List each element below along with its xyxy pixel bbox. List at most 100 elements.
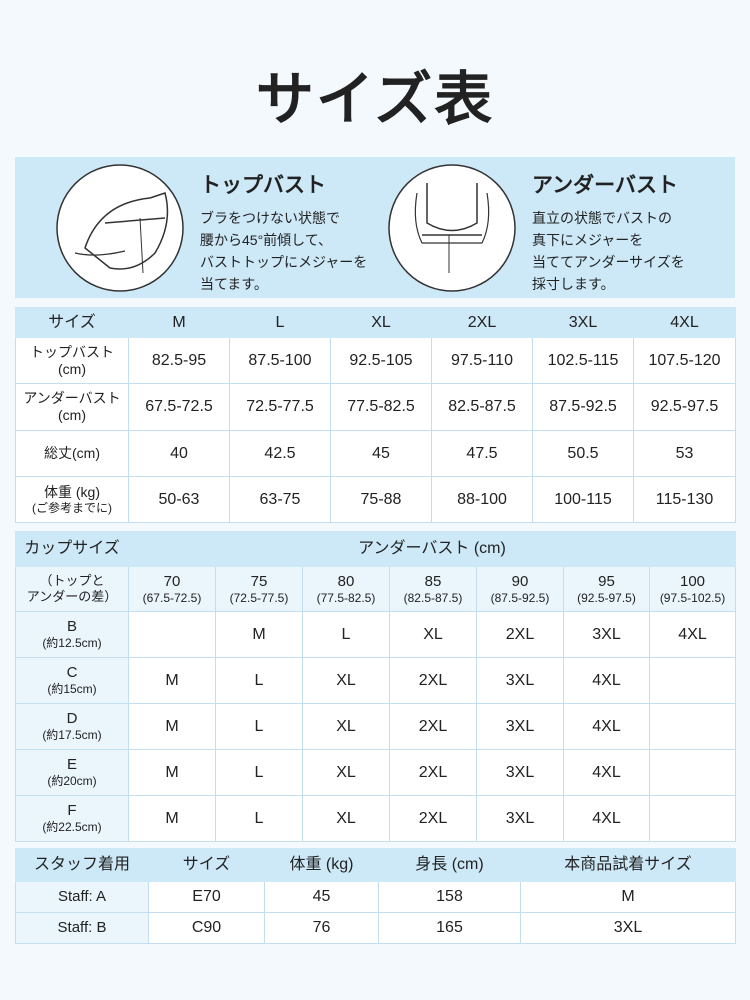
- cell-text: 80: [337, 572, 355, 590]
- cell-text: アンダーバスト: [23, 390, 121, 407]
- table-cell: 4XL: [563, 703, 650, 750]
- table-cell: 3XL: [476, 795, 564, 842]
- table-cell: 3XL: [476, 749, 564, 796]
- table-cell: 90 (87.5-92.5): [476, 566, 564, 612]
- cell-text: (cm): [58, 360, 86, 377]
- cell-text: B: [66, 618, 77, 636]
- table-cell: 3XL: [476, 657, 564, 704]
- table-row: C (約15cm) M L XL 2XL 3XL 4XL: [15, 657, 736, 704]
- table-cell: XL: [302, 795, 390, 842]
- cell-text: 100: [679, 572, 706, 590]
- cell-text: アンダーの差）: [26, 589, 118, 604]
- table-cell: 総丈(cm): [15, 430, 129, 477]
- table-cell: XL: [302, 657, 390, 704]
- measure-panel: トップバスト ブラをつけない状態で 腰から45°前傾して、 バストトップにメジャ…: [15, 157, 735, 298]
- table-cell: 42.5: [229, 430, 331, 477]
- table-cell: M: [520, 881, 736, 913]
- top-bust-illustration: [56, 164, 184, 292]
- table-cell: 4XL: [563, 657, 650, 704]
- table-cell: 63-75: [229, 476, 331, 523]
- measure-heading: アンダーバスト: [532, 174, 678, 197]
- cell-text: 85: [424, 572, 442, 590]
- table-cell: L: [229, 307, 331, 338]
- measure-line: 採寸します。: [532, 276, 615, 292]
- cell-text: (約12.5cm): [42, 636, 102, 651]
- table-row: Staff: B C90 76 165 3XL: [15, 912, 736, 944]
- table-cell: 50-63: [128, 476, 230, 523]
- cell-text: (77.5-82.5): [316, 590, 376, 605]
- table-row: トップバスト (cm) 82.5-95 87.5-100 92.5-105 97.5-11…: [15, 337, 736, 384]
- table-cell: 50.5: [532, 430, 634, 477]
- table-cell: E (約20cm): [15, 749, 129, 796]
- table-cell: M: [215, 611, 303, 658]
- table-cell: C (約15cm): [15, 657, 129, 704]
- table-cell: 2XL: [431, 307, 533, 338]
- table-cell: 95 (92.5-97.5): [563, 566, 650, 612]
- table-cell: M: [128, 749, 216, 796]
- table-cell: 80 (77.5-82.5): [302, 566, 390, 612]
- cell-text: 95: [598, 572, 615, 590]
- table-cell: XL: [302, 749, 390, 796]
- table-cell: 身長 (cm): [378, 848, 521, 882]
- table-row: カップサイズ アンダーバスト (cm): [15, 531, 736, 567]
- table-cell: 本商品試着サイズ: [520, 848, 736, 882]
- table-cell: 97.5-110: [431, 337, 533, 384]
- table-cell: 82.5-95: [128, 337, 230, 384]
- cell-text: 70: [163, 572, 181, 590]
- under-bust-illustration: [388, 164, 516, 292]
- measure-top: トップバスト ブラをつけない状態で 腰から45°前傾して、 バストトップにメジャ…: [55, 157, 395, 298]
- table-cell: [649, 657, 736, 704]
- table-row: D (約17.5cm) M L XL 2XL 3XL 4XL: [15, 703, 736, 750]
- table-row: アンダーバスト (cm) 67.5-72.5 72.5-77.5 77.5-82.5 82…: [15, 383, 736, 431]
- table-cell: サイズ: [15, 307, 129, 338]
- measure-under: アンダーバスト 直立の状態でバストの 真下にメジャーを 当ててアンダーサイズを …: [387, 157, 727, 298]
- table-cell: 165: [378, 912, 521, 944]
- table-cell: L: [302, 611, 390, 658]
- table-cell: XL: [389, 611, 477, 658]
- table-row: Staff: A E70 45 158 M: [15, 881, 736, 913]
- table-cell: トップバスト (cm): [15, 337, 129, 384]
- cell-text: 90: [511, 572, 529, 590]
- table-cell: 85 (82.5-87.5): [389, 566, 477, 612]
- cell-text: 総丈(cm): [44, 445, 100, 462]
- table-cell: L: [215, 703, 303, 750]
- table-cell: アンダーバスト (cm): [128, 531, 736, 567]
- table-cell: （トップと アンダーの差）: [15, 566, 129, 612]
- table-cell: 2XL: [389, 703, 477, 750]
- table-cell: 体重 (kg) (ご参考までに): [15, 476, 129, 523]
- table-row: E (約20cm) M L XL 2XL 3XL 4XL: [15, 749, 736, 796]
- table-cell: 92.5-97.5: [633, 383, 736, 431]
- table-cell: サイズ: [148, 848, 265, 882]
- table-cell: 45: [330, 430, 432, 477]
- table-cell: 体重 (kg): [264, 848, 379, 882]
- table-cell: L: [215, 749, 303, 796]
- table-cell: 158: [378, 881, 521, 913]
- table-cell: 77.5-82.5: [330, 383, 432, 431]
- table-cell: 87.5-100: [229, 337, 331, 384]
- table-cell: 4XL: [649, 611, 736, 658]
- table-cell: XL: [330, 307, 432, 338]
- cell-text: (約20cm): [47, 774, 97, 789]
- table-cell: 88-100: [431, 476, 533, 523]
- table-cell: C90: [148, 912, 265, 944]
- measure-line: 直立の状態でバストの: [532, 210, 672, 226]
- table-cell: D (約17.5cm): [15, 703, 129, 750]
- measure-line: 当ててアンダーサイズを: [532, 254, 685, 270]
- table-cell: L: [215, 795, 303, 842]
- cell-text: (72.5-77.5): [229, 590, 289, 605]
- cell-text: D: [66, 710, 78, 728]
- table-cell: 53: [633, 430, 736, 477]
- table-cell: F (約22.5cm): [15, 795, 129, 842]
- table-cell: 4XL: [563, 749, 650, 796]
- cell-text: (約15cm): [47, 682, 97, 697]
- table-cell: スタッフ着用: [15, 848, 149, 882]
- cell-text: 75: [250, 572, 268, 590]
- page-title: サイズ表: [255, 67, 495, 132]
- cell-text: (87.5-92.5): [490, 590, 550, 605]
- table-row: B (約12.5cm) M L XL 2XL 3XL 4XL: [15, 611, 736, 658]
- table-cell: 92.5-105: [330, 337, 432, 384]
- table-cell: L: [215, 657, 303, 704]
- cell-text: (82.5-87.5): [403, 590, 463, 605]
- table-cell: 3XL: [563, 611, 650, 658]
